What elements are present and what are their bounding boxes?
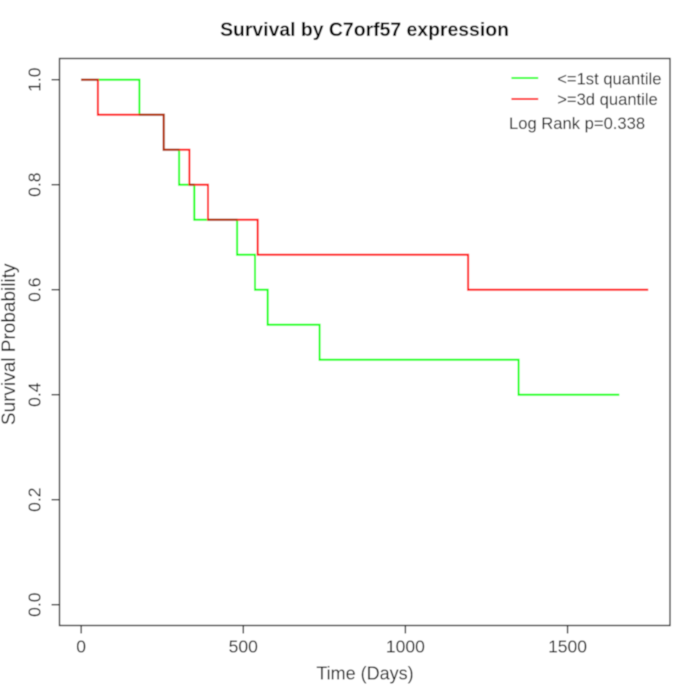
svg-text:Survival by C7orf57 expression: Survival by C7orf57 expression bbox=[220, 19, 509, 41]
svg-text:500: 500 bbox=[229, 636, 258, 656]
svg-text:<=1st quantile: <=1st quantile bbox=[557, 70, 661, 89]
svg-text:0.8: 0.8 bbox=[25, 173, 45, 197]
svg-text:1.0: 1.0 bbox=[25, 67, 45, 92]
svg-text:Log Rank p=0.338: Log Rank p=0.338 bbox=[509, 114, 645, 133]
svg-text:1000: 1000 bbox=[386, 636, 425, 656]
svg-text:0.6: 0.6 bbox=[25, 278, 45, 302]
svg-text:0.2: 0.2 bbox=[25, 488, 45, 512]
svg-text:>=3d quantile: >=3d quantile bbox=[557, 90, 658, 109]
svg-text:0: 0 bbox=[76, 636, 86, 656]
svg-text:Time (Days): Time (Days) bbox=[316, 664, 413, 684]
svg-text:0.0: 0.0 bbox=[25, 592, 45, 617]
svg-text:1500: 1500 bbox=[548, 636, 587, 656]
svg-text:Survival Probability: Survival Probability bbox=[0, 263, 20, 425]
svg-text:0.4: 0.4 bbox=[25, 382, 45, 407]
